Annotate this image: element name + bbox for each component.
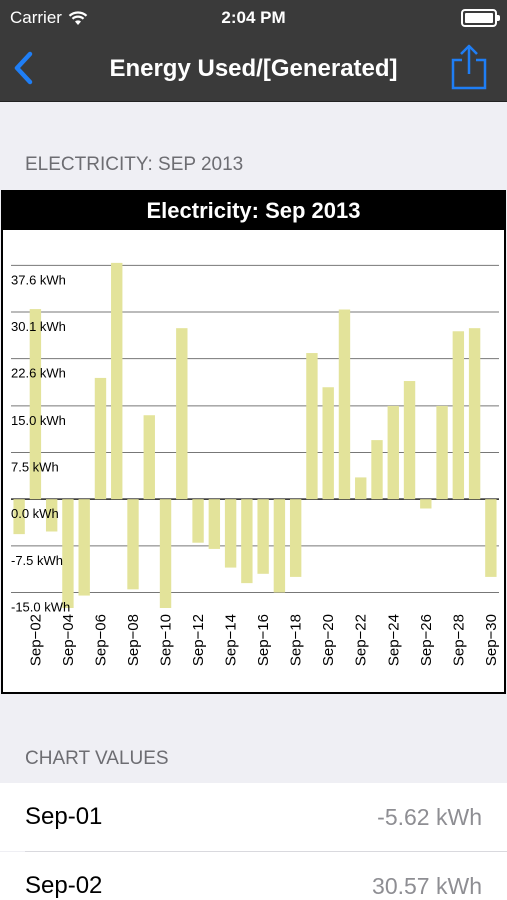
y-tick-label: 37.6 kWh [11,272,66,287]
row-value: 30.57 kWh [372,873,482,899]
electricity-chart: Electricity: Sep 2013 -15.0 kWh -7.5 kWh 0… [1,190,506,694]
bar-sep-12 [192,499,204,543]
x-tick-label: Sep−14 [223,614,240,666]
x-tick-label: Sep−22 [353,614,370,666]
list-item[interactable]: Sep-02 30.57 kWh [0,852,507,900]
x-tick-label: Sep−30 [483,614,500,666]
bar-sep-14 [224,499,237,568]
page-title: Energy Used/[Generated] [109,55,398,82]
values-section-header: CHART VALUES [25,748,169,769]
y-tick-label: 0.0 kWh [11,506,59,521]
bar-sep-06 [94,377,107,500]
x-tick-label: Sep−24 [385,614,402,666]
bar-sep-23 [371,440,383,500]
wifi-icon [68,11,88,25]
bar-sep-04 [62,499,74,608]
bar-sep-17 [273,499,286,593]
bar-sep-30 [485,499,497,577]
x-tick-label: Sep−16 [255,614,272,666]
bar-sep-22 [355,477,367,500]
x-tick-label: Sep−08 [125,614,142,666]
navigation-bar: Energy Used/[Generated] [0,36,507,102]
bar-sep-28 [452,331,465,500]
x-tick-label: Sep−12 [190,614,207,666]
row-value: -5.62 kWh [377,804,482,830]
x-tick-label: Sep−06 [92,614,109,666]
status-bar: Carrier 2:04 PM [0,0,507,36]
carrier-indicator: Carrier [10,8,88,28]
y-tick-label: -7.5 kWh [11,553,63,568]
bar-sep-19 [306,353,318,500]
bar-sep-05 [78,499,90,596]
bar-sep-01 [13,499,25,535]
list-item[interactable]: Sep-01 -5.62 kWh [0,783,507,851]
bar-sep-13 [208,499,221,549]
y-tick-label: 15.0 kWh [11,413,66,428]
bar-sep-11 [176,328,188,500]
row-date: Sep-02 [25,872,103,899]
carrier-label: Carrier [10,8,62,27]
battery-icon [461,9,500,27]
y-tick-label: 22.6 kWh [11,366,66,381]
battery-fill [465,13,493,23]
bar-sep-16 [257,499,269,574]
bar-sep-20 [322,387,334,500]
bar-sep-03 [45,499,58,532]
back-chevron-icon[interactable] [8,48,44,88]
x-tick-label: Sep−04 [60,614,77,666]
bar-sep-27 [436,405,448,500]
share-icon[interactable] [449,44,489,90]
x-tick-label: Sep−02 [27,614,44,666]
bar-sep-09 [143,415,155,500]
row-date: Sep-01 [25,803,103,830]
bar-sep-25 [403,381,416,500]
bar-sep-18 [289,499,302,577]
x-tick-label: Sep−18 [288,614,305,666]
chart-plot: -15.0 kWh -7.5 kWh 0.0 kWh 7.5 kWh 15.0 kWh 2… [11,262,500,666]
row-divider [25,851,507,852]
x-tick-label: Sep−26 [418,614,435,666]
chart-title: Electricity: Sep 2013 [3,192,504,230]
x-tick-label: Sep−10 [158,614,175,666]
x-tick-label: Sep−20 [320,614,337,666]
bar-sep-15 [241,499,253,584]
bar-sep-08 [127,499,139,590]
bar-sep-24 [387,405,399,500]
y-tick-label: -15.0 kWh [11,599,70,614]
chart-section-header: ELECTRICITY: SEP 2013 [25,154,244,175]
y-tick-label: 30.1 kWh [11,319,66,334]
bar-sep-07 [111,262,123,500]
bar-sep-26 [420,499,432,509]
status-time: 2:04 PM [221,8,286,27]
x-tick-label: Sep−28 [450,614,467,666]
bar-sep-21 [338,309,351,500]
y-tick-label: 7.5 kWh [11,460,59,475]
bar-sep-29 [468,328,481,500]
bar-sep-02 [29,309,42,500]
bar-sep-10 [159,499,172,608]
